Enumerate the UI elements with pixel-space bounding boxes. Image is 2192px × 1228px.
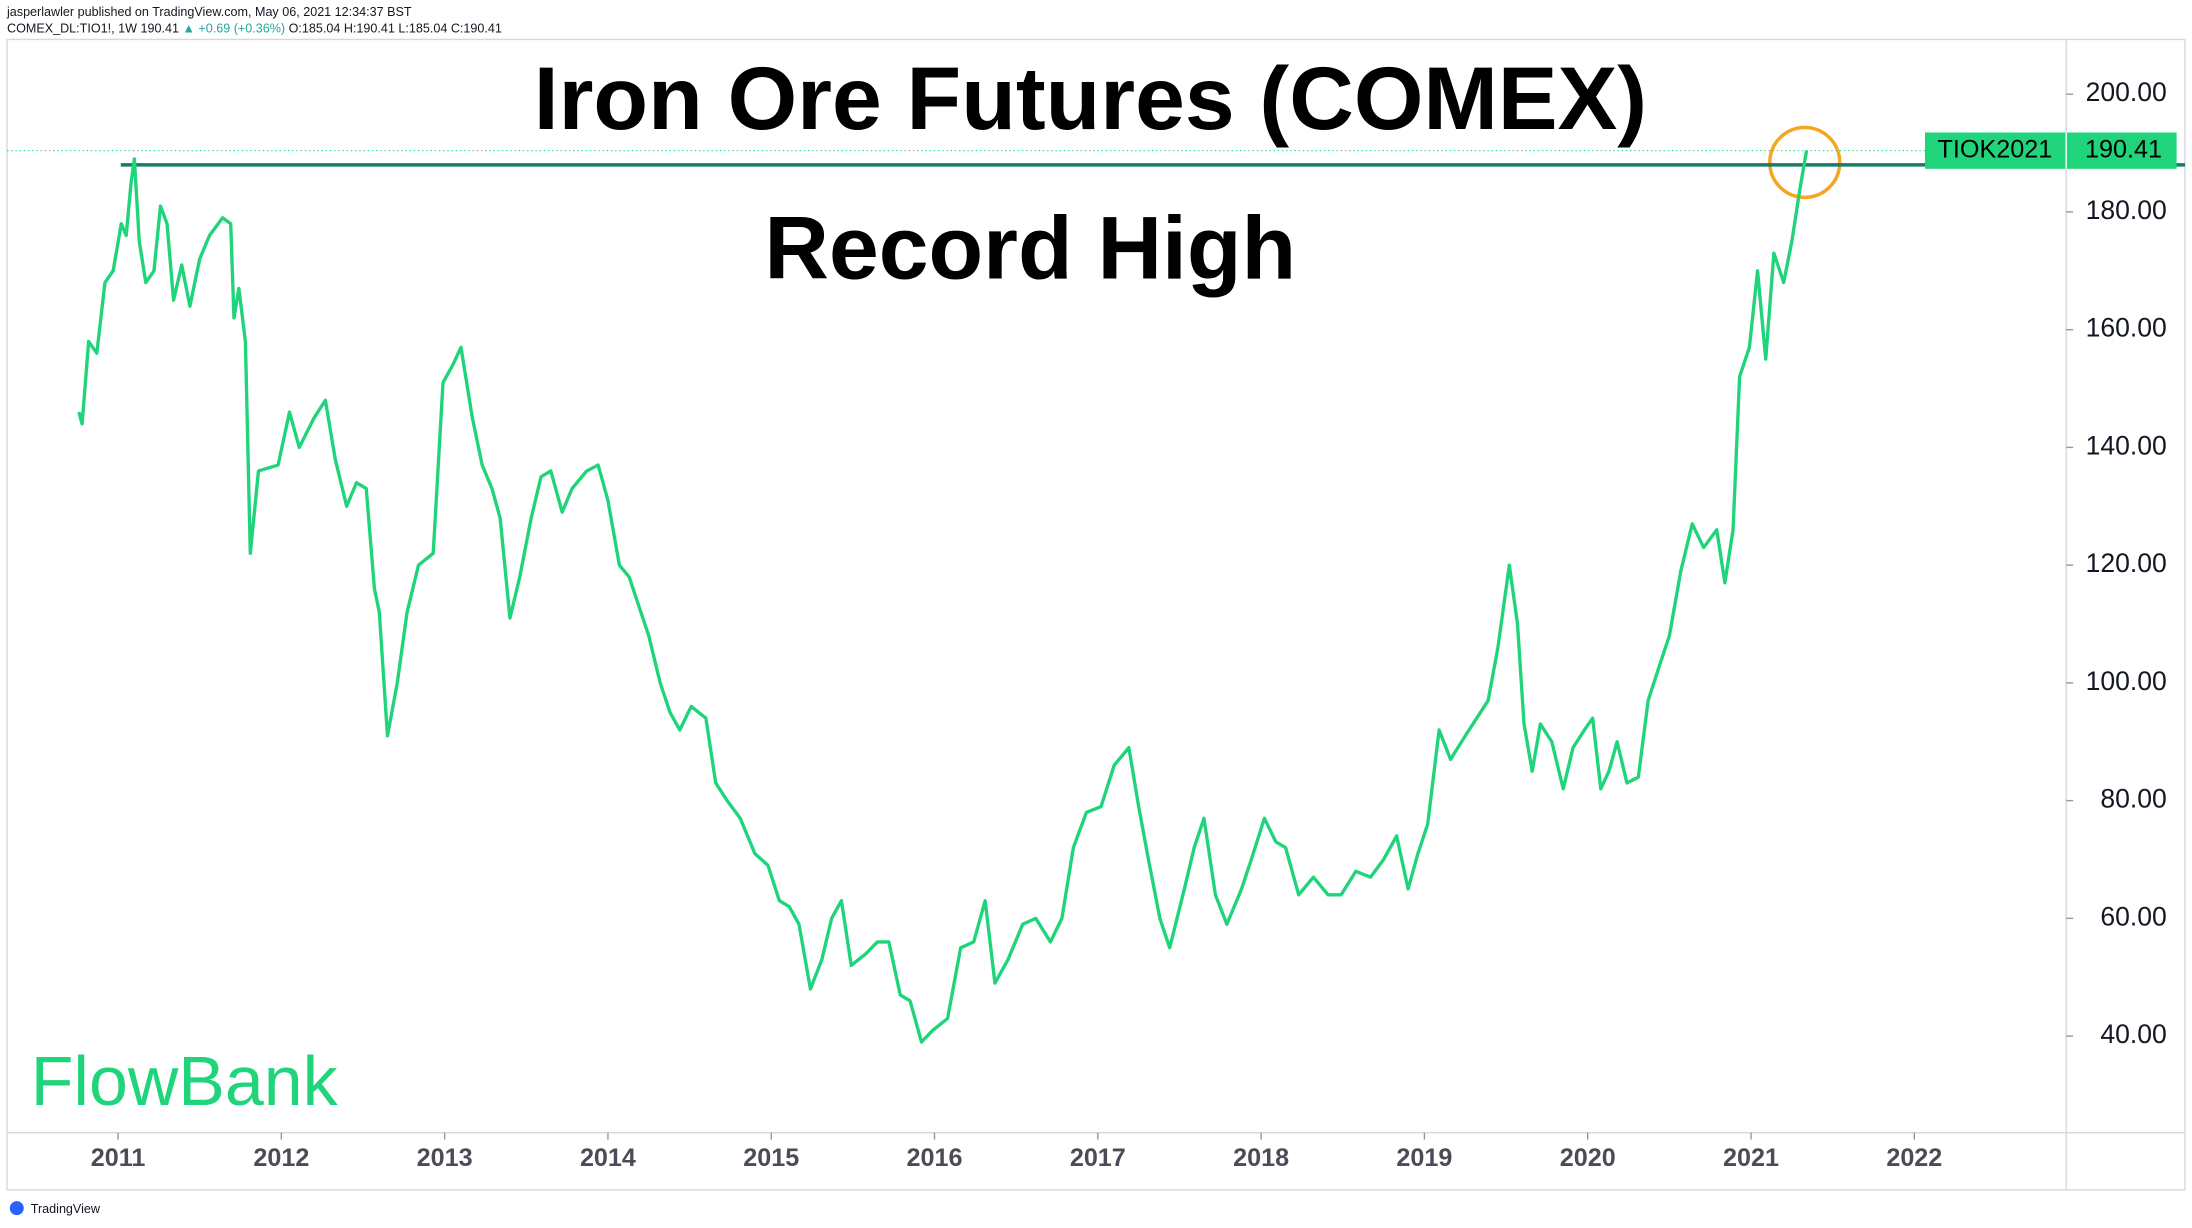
y-tick-label: 160.00 — [2086, 313, 2167, 343]
y-tick-label: 140.00 — [2086, 430, 2167, 460]
x-tick-label: 2021 — [1723, 1144, 1779, 1172]
symbol: COMEX_DL:TIO1!, 1W 190.41 — [7, 22, 179, 36]
x-tick-label: 2020 — [1560, 1144, 1616, 1172]
ohlc: O:185.04 H:190.41 L:185.04 C:190.41 — [289, 22, 502, 36]
change: ▲ +0.69 (+0.36%) — [182, 22, 285, 36]
y-tick-label: 180.00 — [2086, 195, 2167, 225]
brand-logo: FlowBank — [31, 1042, 339, 1120]
chart-subtitle: Record High — [764, 197, 1296, 297]
last-price-label: 190.41 — [2085, 135, 2162, 163]
tv-icon — [9, 1201, 24, 1216]
chart-title: Iron Ore Futures (COMEX) — [534, 48, 1647, 148]
x-tick-label: 2018 — [1233, 1144, 1289, 1172]
frame — [6, 38, 2186, 1191]
symbol-line: COMEX_DL:TIO1!, 1W 190.41 ▲ +0.69 (+0.36… — [7, 22, 502, 36]
x-tick-label: 2015 — [743, 1144, 799, 1172]
y-tick-label: 40.00 — [2100, 1019, 2166, 1049]
highlight-circle — [1768, 125, 1842, 200]
x-tick-label: 2019 — [1396, 1144, 1452, 1172]
footer-source: TradingView — [31, 1202, 101, 1216]
x-tick-label: 2013 — [417, 1144, 473, 1172]
x-tick-label: 2016 — [907, 1144, 963, 1172]
series-name-label: TIOK2021 — [1938, 135, 2053, 163]
y-tick-label: 60.00 — [2100, 901, 2166, 931]
y-tick-label: 120.00 — [2086, 548, 2167, 578]
x-tick-label: 2014 — [580, 1144, 636, 1172]
y-tick-label: 200.00 — [2086, 77, 2167, 107]
publisher-line: jasperlawler published on TradingView.co… — [6, 5, 412, 19]
y-tick-label: 80.00 — [2100, 784, 2166, 814]
x-tick-label: 2012 — [253, 1144, 309, 1172]
x-tick-label: 2017 — [1070, 1144, 1126, 1172]
y-tick-label: 100.00 — [2086, 666, 2167, 696]
price-line — [77, 150, 1809, 1044]
price-label-box — [1924, 132, 2177, 169]
x-tick-label: 2022 — [1886, 1144, 1942, 1172]
x-tick-label: 2011 — [91, 1144, 146, 1172]
